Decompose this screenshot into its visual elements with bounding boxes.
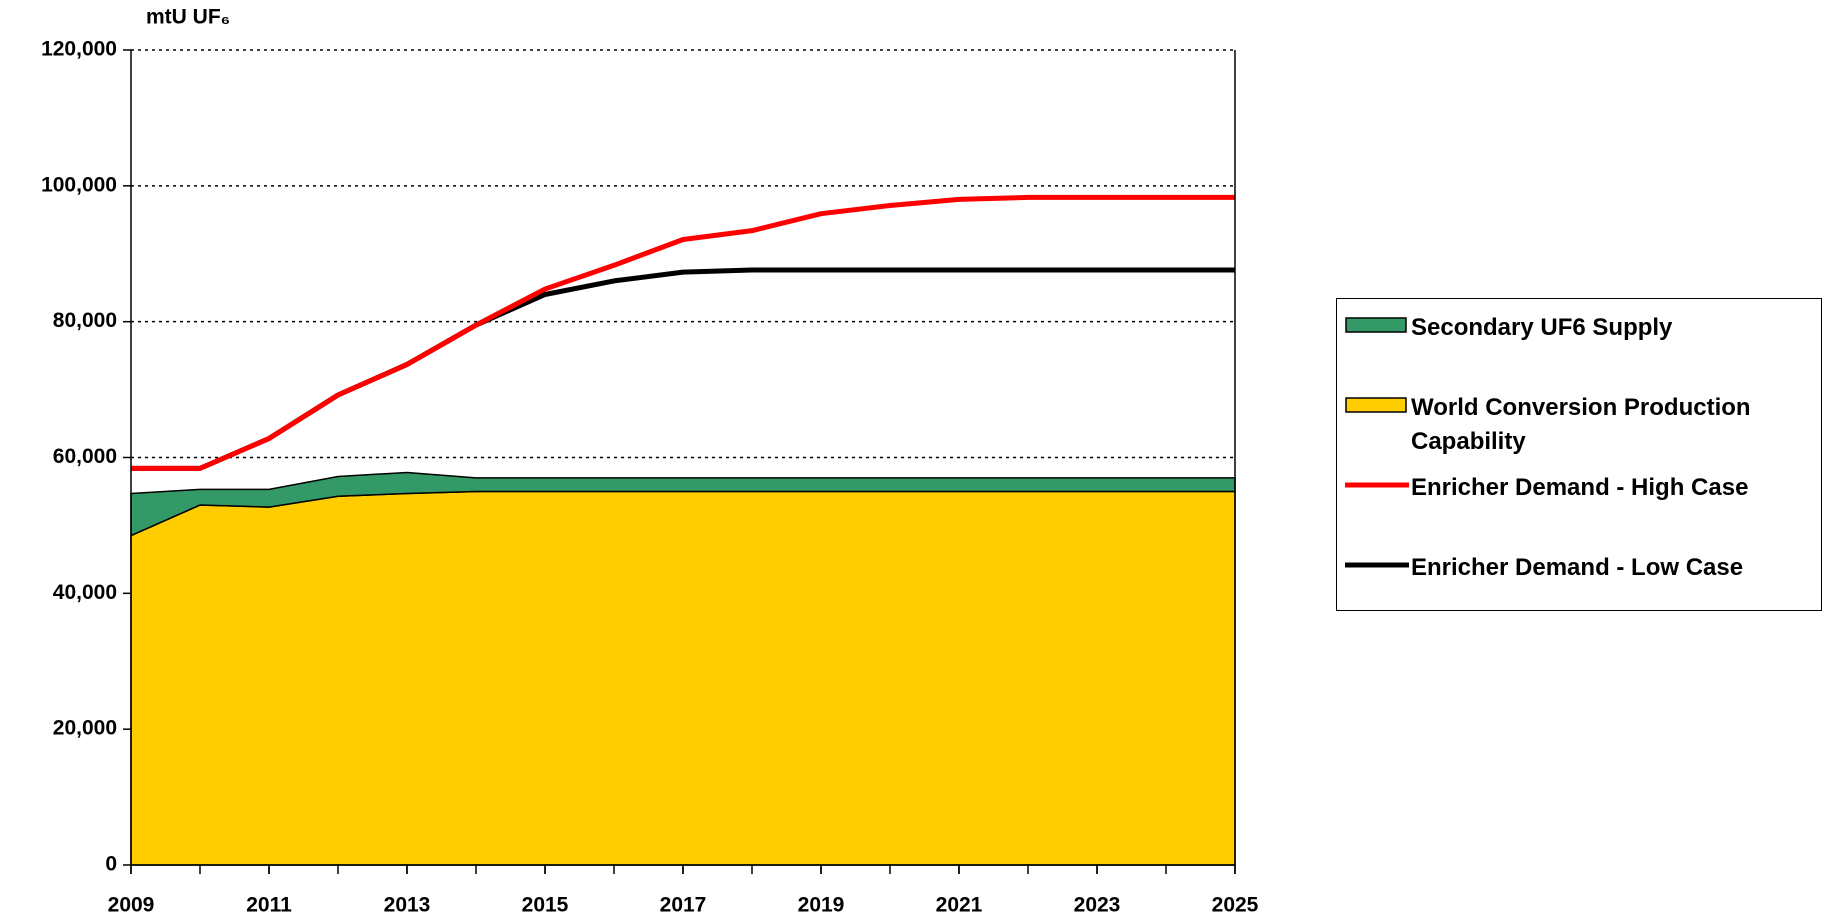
y-tick-label: 120,000 bbox=[41, 38, 117, 61]
legend-item: World Conversion Production Capability bbox=[1345, 391, 1815, 471]
legend-item: Enricher Demand - Low Case bbox=[1345, 551, 1815, 631]
x-tick-label: 2019 bbox=[798, 894, 845, 917]
y-tick-label: 40,000 bbox=[53, 581, 117, 604]
legend: Secondary UF6 Supply World Conversion Pro… bbox=[1336, 298, 1822, 611]
x-tick-label: 2025 bbox=[1212, 894, 1259, 917]
y-tick-label: 80,000 bbox=[53, 309, 117, 332]
x-tick-label: 2009 bbox=[108, 894, 155, 917]
legend-swatch bbox=[1345, 317, 1407, 333]
area bbox=[130, 490, 1236, 866]
legend-item: Secondary UF6 Supply bbox=[1345, 311, 1815, 391]
legend-label: Secondary UF6 Supply bbox=[1411, 314, 1673, 341]
legend-swatch-area bbox=[1345, 317, 1407, 333]
x-tick-label: 2013 bbox=[384, 894, 431, 917]
legend-item: Enricher Demand - High Case bbox=[1345, 471, 1815, 551]
y-tick-label: 100,000 bbox=[41, 173, 117, 196]
legend-swatch bbox=[1345, 397, 1407, 413]
x-tick-label: 2011 bbox=[246, 894, 292, 917]
y-tick-label: 60,000 bbox=[53, 445, 117, 468]
x-tick-label: 2023 bbox=[1074, 894, 1121, 917]
line bbox=[131, 194, 1235, 471]
y-tick-label: 0 bbox=[105, 853, 117, 876]
line bbox=[131, 267, 1235, 471]
legend-label: Enricher Demand - Low Case bbox=[1411, 554, 1744, 581]
legend-swatch bbox=[1345, 562, 1409, 568]
legend-swatch-area bbox=[1345, 397, 1407, 413]
y-axis-label: mtU UF₆ bbox=[146, 6, 230, 29]
y-tick-label: 20,000 bbox=[53, 717, 117, 740]
x-tick-label: 2017 bbox=[660, 894, 707, 917]
x-tick-label: 2015 bbox=[522, 894, 569, 917]
legend-label: World Conversion Production Capability bbox=[1411, 394, 1751, 455]
x-tick-label: 2021 bbox=[936, 894, 983, 917]
legend-swatch bbox=[1345, 482, 1409, 488]
legend-label: Enricher Demand - High Case bbox=[1411, 474, 1749, 501]
